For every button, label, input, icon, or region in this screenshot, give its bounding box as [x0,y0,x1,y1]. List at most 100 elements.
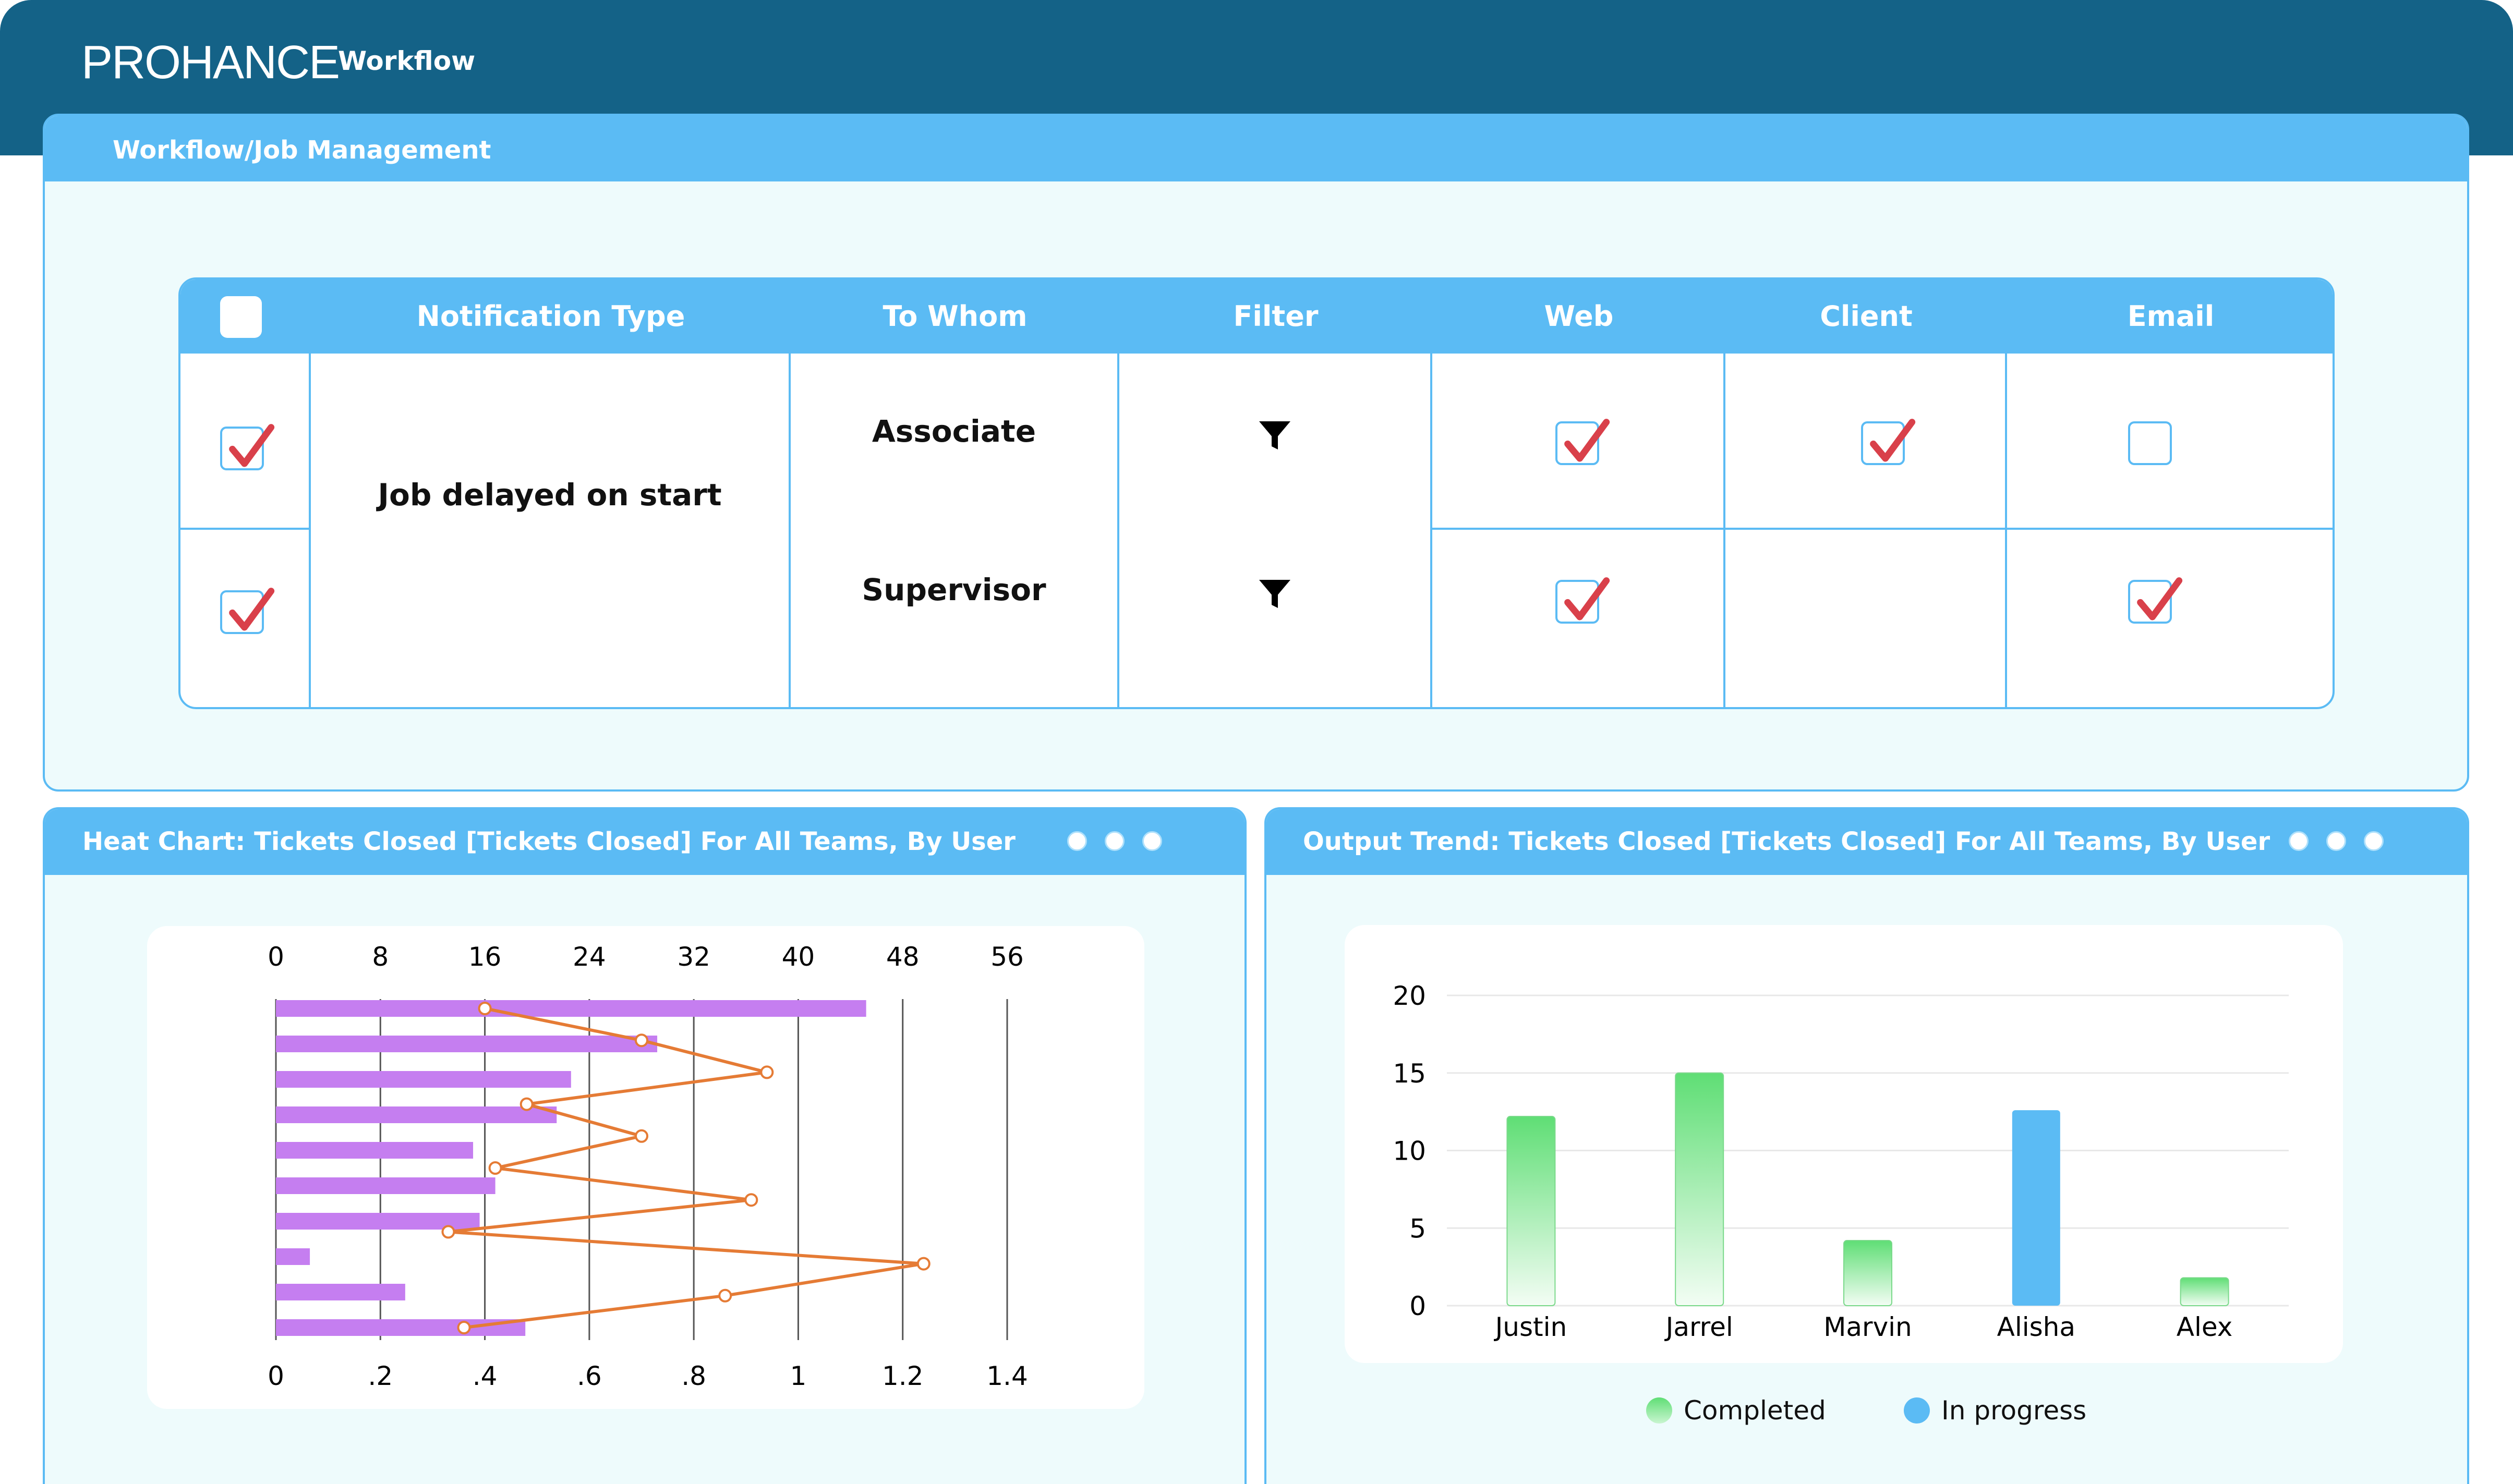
top-tick-label: 40 [782,942,815,972]
x-category-label: Justin [1494,1312,1567,1342]
checkmark-icon [2137,577,2183,621]
checkmark-icon [1564,419,1610,462]
col-client[interactable]: Client [1820,300,1913,333]
grid-line [1723,354,1725,707]
heat-bar [276,1142,474,1159]
col-notification-type[interactable]: Notification Type [416,300,685,333]
panel-menu-dots[interactable] [1067,831,1162,851]
bottom-tick-label: 0 [268,1361,284,1391]
col-email[interactable]: Email [2127,300,2215,333]
bottom-tick-label: .4 [473,1361,498,1391]
output-trend-panel: Output Trend: Tickets Closed [Tickets Cl… [1264,807,2469,1484]
top-tick-label: 16 [468,942,502,972]
trend-point [744,1193,758,1207]
in-progress-bar [2012,1110,2060,1306]
heat-bar [276,1319,526,1336]
x-category-label: Marvin [1823,1312,1912,1342]
email-checkbox-associate[interactable] [2128,421,2172,465]
menu-dot[interactable] [1105,831,1125,851]
output-trend-panel-header: Output Trend: Tickets Closed [Tickets Cl… [1266,809,2467,875]
grid-line [1430,354,1432,707]
menu-dot[interactable] [2326,831,2346,851]
heat-chart-panel-header: Heat Chart: Tickets Closed [Tickets Clos… [45,809,1245,875]
legend-completed-swatch [1646,1397,1672,1424]
workflow-panel-header: Workflow/Job Management [45,116,2467,181]
bottom-tick-label: 1.2 [882,1361,924,1391]
row-checkbox-supervisor[interactable] [220,588,275,634]
completed-bar [1675,1072,1724,1306]
grid-line [2005,354,2007,707]
table-header: Notification Type To Whom Filter Web Cli… [180,279,2333,354]
client-checkbox-associate[interactable] [1861,419,1916,465]
bottom-tick-label: .8 [681,1361,706,1391]
col-filter[interactable]: Filter [1233,300,1319,333]
menu-dot[interactable] [2364,831,2384,851]
top-tick-label: 0 [268,942,284,972]
bottom-tick-label: 1.4 [986,1361,1028,1391]
heat-bar [276,1036,658,1052]
row-checkbox-associate[interactable] [220,424,275,470]
trend-line [446,1007,925,1329]
output-trend-plot: 20 15 10 5 0 Justin Jarrel Marvin Alisha Alex [1393,981,2289,1342]
legend-in-progress[interactable]: In progress [1904,1395,2086,1426]
x-category-label: Jarrel [1664,1312,1733,1342]
top-tick-label: 8 [372,942,389,972]
heat-bar [276,1177,496,1194]
email-checkbox-supervisor[interactable] [2128,577,2183,624]
heat-bar [276,1248,310,1265]
y-tick-label: 10 [1393,1136,1426,1166]
filter-funnel-icon[interactable] [1256,575,1294,613]
workflow-panel: Workflow/Job Management Notification Typ… [43,114,2469,792]
col-web[interactable]: Web [1544,300,1614,333]
heat-chart-title: Heat Chart: Tickets Closed [Tickets Clos… [82,827,1016,856]
output-trend-title: Output Trend: Tickets Closed [Tickets Cl… [1303,827,2270,856]
trend-point [441,1225,455,1239]
heat-chart-plot: 0 8 16 24 32 40 48 56 0 .2 .4 .6 .8 1 1.2 1.4 [268,942,1028,1391]
legend-completed[interactable]: Completed [1646,1395,1826,1426]
x-category-label: Alex [2177,1312,2233,1342]
bottom-tick-label: .6 [577,1361,602,1391]
notification-table: Notification Type To Whom Filter Web Cli… [178,277,2335,709]
top-tick-label: 48 [886,942,920,972]
menu-dot[interactable] [1067,831,1087,851]
menu-dot[interactable] [1142,831,1162,851]
x-category-label: Alisha [1997,1312,2075,1342]
legend-completed-label: Completed [1684,1395,1826,1426]
prohance-logo[interactable]: PROHANCE [81,37,340,89]
top-tick-label: 24 [573,942,606,972]
trend-point [478,1002,492,1015]
filter-funnel-icon[interactable] [1256,416,1294,455]
grid-line [309,354,311,707]
checkmark-icon [229,424,275,467]
completed-bar [1843,1240,1892,1306]
trend-point [519,1097,534,1111]
trend-point [635,1033,648,1048]
grid-line [1430,528,2333,530]
to-whom-supervisor: Supervisor [862,572,1046,607]
y-tick-label: 0 [1409,1291,1426,1321]
completed-bar [1506,1116,1556,1306]
to-whom-associate: Associate [872,413,1036,449]
web-checkbox-supervisor[interactable] [1555,577,1610,624]
y-tick-label: 20 [1393,981,1426,1011]
heat-chart-panel: Heat Chart: Tickets Closed [Tickets Clos… [43,807,1247,1484]
grid-line [180,528,309,530]
trend-point [635,1129,648,1143]
panel-menu-dots[interactable] [2289,831,2384,851]
col-to-whom[interactable]: To Whom [883,300,1028,333]
checkmark-icon [229,588,275,631]
checkmark-icon [1870,419,1916,462]
legend-in-progress-swatch [1904,1397,1930,1424]
notification-type-value: Job delayed on start [378,477,722,513]
app-name[interactable]: Workflow [338,46,476,76]
trend-point [488,1161,502,1175]
trend-point [760,1065,774,1079]
trend-point [457,1321,471,1334]
legend-in-progress-label: In progress [1941,1395,2087,1426]
heat-bar [276,1284,405,1300]
web-checkbox-associate[interactable] [1555,419,1610,465]
trend-point [916,1257,931,1271]
select-all-checkbox[interactable] [220,296,262,338]
grid-line [1117,354,1119,707]
menu-dot[interactable] [2289,831,2309,851]
